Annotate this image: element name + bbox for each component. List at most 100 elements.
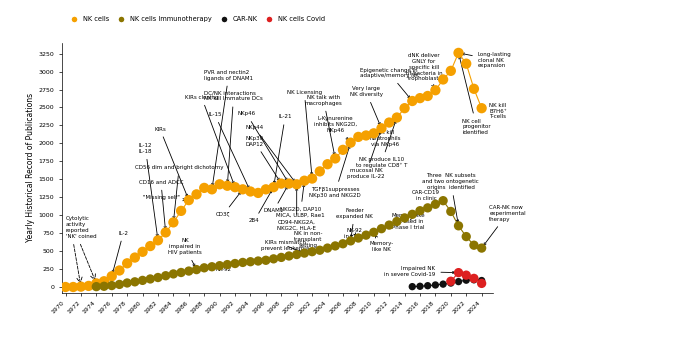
Point (191, 267, 202, 272)
Text: NKp44: NKp44 (245, 125, 295, 181)
Point (137, 249, 148, 255)
Text: CAR-NK now
experimental
therapy: CAR-NK now experimental therapy (484, 205, 526, 245)
Point (453, 223, 464, 229)
Text: CD3ζ: CD3ζ (216, 192, 240, 217)
Point (369, 230, 379, 235)
Point (414, 208, 425, 213)
Text: KIRs: KIRs (154, 126, 188, 197)
Point (445, 208, 456, 214)
Point (191, 191, 202, 197)
Point (469, 242, 479, 248)
Point (422, 283, 433, 288)
Point (461, 272, 472, 278)
Text: NK cell
progenitor
identified: NK cell progenitor identified (459, 56, 491, 135)
Text: Cytolytic
activity
reported
'NK' coined: Cytolytic activity reported 'NK' coined (66, 216, 96, 239)
Point (206, 264, 217, 270)
Point (260, 257, 271, 263)
Point (384, 222, 395, 228)
Legend: NK cells, NK cells Immunotherapy, CAR-NK, NK cells Covid: NK cells, NK cells Immunotherapy, CAR-NK… (65, 14, 328, 25)
Point (91, 284, 102, 290)
Point (299, 250, 310, 256)
Point (329, 243, 340, 249)
Point (291, 252, 302, 257)
Point (99, 278, 110, 284)
Point (422, 93, 433, 99)
Point (237, 186, 248, 192)
Point (329, 156, 340, 161)
Point (445, 280, 456, 286)
Text: dNK deliver
GNLY for
specific kill
of bacteria in
trophoblast: dNK deliver GNLY for specific kill of ba… (406, 53, 442, 87)
Point (160, 230, 171, 235)
Text: Epigenetic change in
adaptive/memory NK: Epigenetic change in adaptive/memory NK (360, 67, 419, 98)
Point (453, 50, 464, 56)
Point (299, 178, 310, 183)
Text: L-Kynurenine
inhibits NKG2D,
NKp46: L-Kynurenine inhibits NKG2D, NKp46 (314, 116, 357, 140)
Point (245, 188, 256, 194)
Text: TGFβ1suppresses
NKp30 and NKG2D: TGFβ1suppresses NKp30 and NKG2D (310, 146, 361, 198)
Point (222, 262, 233, 267)
Point (168, 220, 179, 225)
Point (414, 283, 425, 289)
Point (430, 87, 441, 93)
Text: CD56 dim and bright dichotomy: CD56 dim and bright dichotomy (135, 165, 223, 219)
Text: PVR and nectin2
ligands of DNAM1: PVR and nectin2 ligands of DNAM1 (204, 70, 253, 186)
Point (291, 181, 302, 187)
Point (237, 260, 248, 265)
Point (469, 86, 479, 92)
Point (391, 218, 402, 224)
Point (322, 245, 333, 251)
Point (253, 190, 264, 196)
Point (129, 255, 140, 260)
Point (422, 205, 433, 211)
Point (438, 198, 449, 203)
Point (214, 181, 225, 187)
Point (145, 276, 155, 282)
Text: NK in non-
transplant
setting: NK in non- transplant setting (294, 231, 323, 251)
Point (414, 95, 425, 101)
Text: NKp30
DAP12: NKp30 DAP12 (245, 136, 279, 180)
Point (384, 120, 395, 125)
Point (129, 279, 140, 285)
Point (184, 197, 195, 203)
Point (314, 247, 325, 253)
Point (360, 132, 371, 138)
Point (206, 186, 217, 192)
Text: Three  NK subsets
and two ontogenetic
origins  identified: Three NK subsets and two ontogenetic ori… (423, 174, 479, 222)
Point (461, 61, 472, 66)
Point (222, 183, 233, 188)
Text: NK produce IL10
to regulate CD8⁺ T: NK produce IL10 to regulate CD8⁺ T (356, 121, 407, 168)
Point (106, 283, 117, 288)
Text: "Missing self": "Missing self" (142, 195, 185, 201)
Text: IL-12
IL-18: IL-12 IL-18 (139, 143, 158, 237)
Text: 2B4: 2B4 (249, 190, 272, 223)
Point (276, 255, 287, 260)
Point (214, 263, 225, 268)
Point (145, 243, 155, 249)
Point (469, 276, 479, 281)
Text: KIRs cloning: KIRs cloning (185, 95, 234, 184)
Point (199, 265, 210, 271)
Point (407, 284, 418, 290)
Text: Memory-like
NK used in
Phase I trial: Memory-like NK used in Phase I trial (392, 213, 425, 230)
Point (83, 283, 94, 289)
Point (476, 281, 487, 286)
Point (469, 277, 479, 283)
Text: CAR-CD19
in clinic: CAR-CD19 in clinic (412, 190, 440, 204)
Text: IL-2: IL-2 (112, 231, 128, 273)
Text: IL-21: IL-21 (273, 114, 292, 183)
Point (307, 176, 318, 181)
Point (399, 105, 410, 111)
Point (438, 281, 449, 287)
Point (438, 77, 449, 82)
Text: NK
impaired in
HIV patients: NK impaired in HIV patients (168, 238, 202, 266)
Text: NK kill
Neutrophils
via NKp46: NK kill Neutrophils via NKp46 (370, 121, 401, 147)
Point (153, 237, 164, 243)
Point (476, 245, 487, 251)
Point (153, 275, 164, 280)
Point (268, 184, 279, 190)
Y-axis label: Yearly Historical Record of Publications: Yearly Historical Record of Publications (27, 93, 36, 242)
Point (307, 249, 318, 255)
Point (60, 284, 71, 290)
Text: Impaired NK
in severe Covid-19: Impaired NK in severe Covid-19 (384, 266, 455, 277)
Text: NKp46: NKp46 (238, 111, 287, 180)
